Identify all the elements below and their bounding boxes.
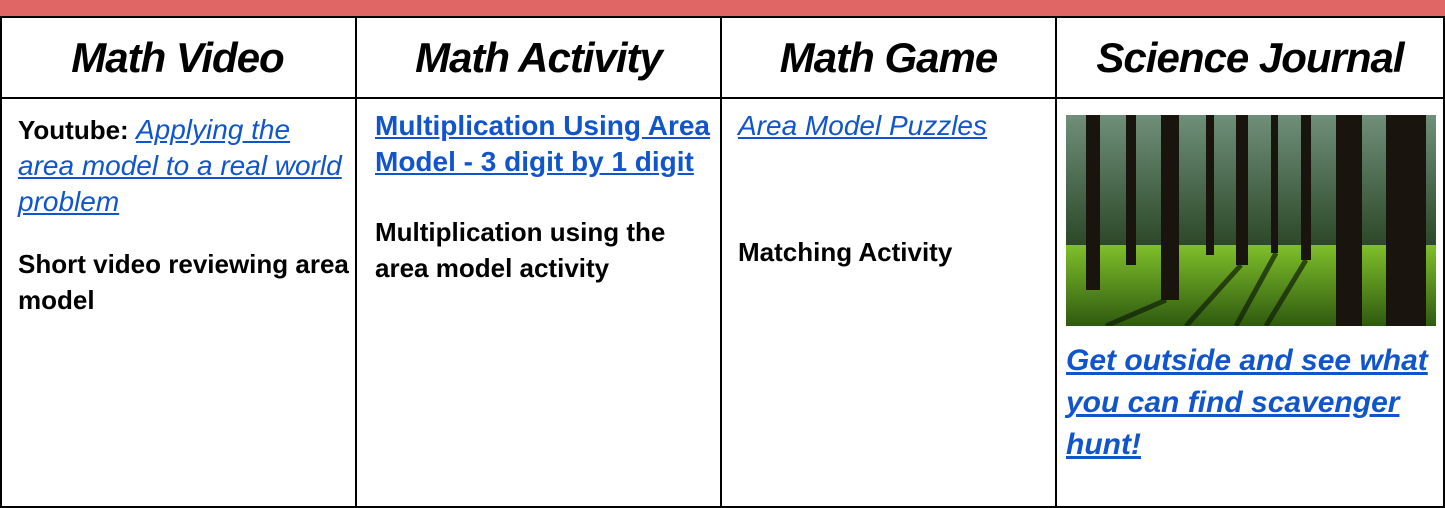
forest-image bbox=[1066, 115, 1436, 326]
column-divider bbox=[720, 18, 722, 508]
cell: Youtube: Applying the area model to a re… bbox=[18, 112, 353, 318]
top-band bbox=[0, 0, 1445, 18]
label: Youtube: bbox=[18, 115, 129, 145]
row-divider bbox=[0, 97, 1445, 99]
description: Matching Activity bbox=[738, 237, 953, 267]
cell: Get outside and see what you can find sc… bbox=[1066, 340, 1436, 466]
column-header: Math Activity bbox=[415, 33, 663, 81]
link[interactable]: Multiplication Using Area Model - 3 digi… bbox=[375, 110, 710, 177]
link[interactable]: Applying the area model to a real world … bbox=[18, 114, 342, 217]
description: Multiplication using the area model acti… bbox=[375, 217, 666, 283]
column-header: Math Video bbox=[71, 33, 284, 81]
link[interactable]: Area Model Puzzles bbox=[738, 110, 988, 141]
column-divider bbox=[355, 18, 357, 508]
cell: Multiplication Using Area Model - 3 digi… bbox=[375, 108, 710, 286]
link[interactable]: Get outside and see what you can find sc… bbox=[1066, 344, 1428, 461]
cell: Area Model Puzzles Matching Activity bbox=[738, 108, 1038, 270]
column-header: Math Game bbox=[779, 33, 998, 81]
column-header: Science Journal bbox=[1096, 33, 1404, 81]
description: Short video reviewing area model bbox=[18, 249, 349, 315]
column-divider bbox=[1055, 18, 1057, 508]
table-frame bbox=[0, 18, 1445, 508]
